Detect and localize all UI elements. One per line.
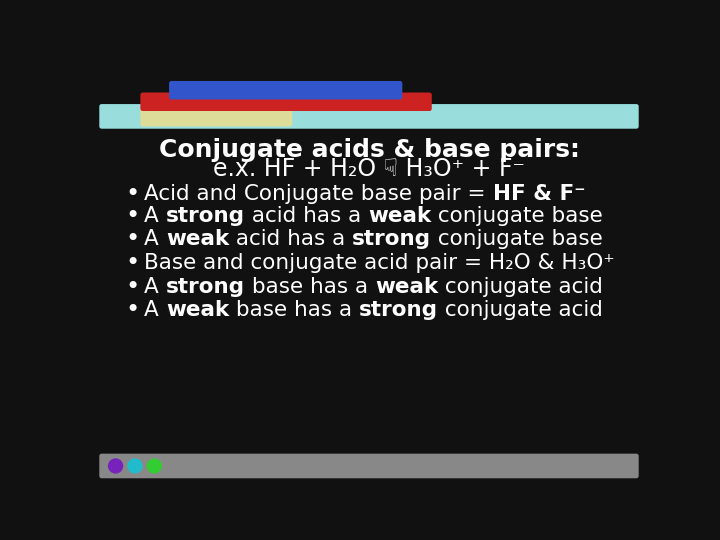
Text: Base and conjugate acid pair = H₂O & H₃O⁺: Base and conjugate acid pair = H₂O & H₃O… — [144, 253, 615, 273]
Text: Conjugate acids & base pairs:: Conjugate acids & base pairs: — [158, 138, 580, 161]
Text: conjugate base: conjugate base — [431, 206, 603, 226]
Text: weak: weak — [368, 206, 431, 226]
FancyBboxPatch shape — [99, 454, 639, 478]
Text: A: A — [144, 300, 166, 320]
Text: strong: strong — [359, 300, 438, 320]
FancyBboxPatch shape — [140, 92, 432, 111]
Text: base has a: base has a — [245, 276, 375, 296]
Text: A: A — [144, 206, 166, 226]
Text: strong: strong — [352, 229, 431, 249]
Text: weak: weak — [166, 229, 229, 249]
Text: A: A — [144, 229, 166, 249]
Circle shape — [109, 459, 122, 473]
Text: weak: weak — [375, 276, 438, 296]
Text: e.x. HF + H₂O ☟ H₃O⁺ + F⁻: e.x. HF + H₂O ☟ H₃O⁺ + F⁻ — [213, 157, 525, 181]
Circle shape — [128, 459, 142, 473]
Text: •: • — [125, 251, 140, 275]
Text: conjugate acid: conjugate acid — [438, 300, 603, 320]
Text: conjugate base: conjugate base — [431, 229, 603, 249]
Text: conjugate acid: conjugate acid — [438, 276, 603, 296]
FancyBboxPatch shape — [140, 107, 292, 126]
Circle shape — [148, 459, 161, 473]
Text: weak: weak — [166, 300, 229, 320]
Text: base has a: base has a — [229, 300, 359, 320]
Text: Acid and Conjugate base pair =: Acid and Conjugate base pair = — [144, 184, 492, 204]
Text: strong: strong — [166, 276, 245, 296]
Text: acid has a: acid has a — [229, 229, 352, 249]
Text: A: A — [144, 276, 166, 296]
Text: •: • — [125, 274, 140, 299]
FancyBboxPatch shape — [169, 81, 402, 99]
Text: •: • — [125, 299, 140, 322]
Text: •: • — [125, 182, 140, 206]
Text: •: • — [125, 205, 140, 228]
Text: •: • — [125, 227, 140, 251]
Text: HF & F⁻: HF & F⁻ — [492, 184, 585, 204]
FancyBboxPatch shape — [99, 104, 639, 129]
Text: acid has a: acid has a — [245, 206, 368, 226]
Text: strong: strong — [166, 206, 245, 226]
